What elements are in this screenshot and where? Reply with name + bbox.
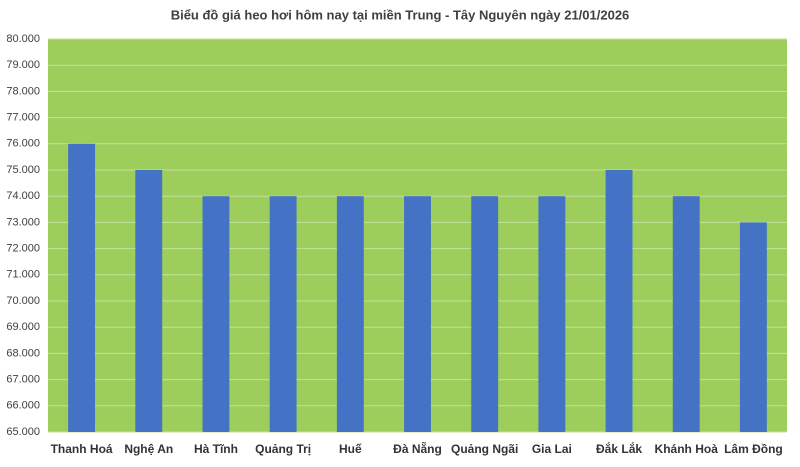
y-tick-label: 68.000 [6, 347, 40, 359]
y-tick-label: 65.000 [6, 426, 40, 438]
y-tick-label: 75.000 [6, 164, 40, 176]
x-tick-label: Nghệ An [124, 442, 173, 456]
bar [269, 196, 297, 432]
y-tick-label: 71.000 [6, 269, 40, 281]
bar [135, 170, 163, 432]
bar [68, 143, 96, 433]
y-tick-label: 72.000 [6, 243, 40, 255]
y-tick-label: 70.000 [6, 295, 40, 307]
bar [336, 196, 364, 432]
x-tick-label: Quảng Trị [255, 442, 311, 456]
x-tick-label: Đắk Lắk [596, 441, 642, 456]
x-tick-label: Huế [339, 442, 362, 456]
bar [471, 196, 499, 432]
bar [739, 222, 767, 432]
bar [605, 170, 633, 432]
y-tick-label: 78.000 [6, 85, 40, 97]
bar [672, 196, 700, 432]
x-tick-label: Lâm Đồng [724, 442, 783, 456]
y-tick-label: 69.000 [6, 321, 40, 333]
chart-title: Biểu đồ giá heo hơi hôm nay tại miền Tru… [171, 7, 630, 22]
x-tick-label: Hà Tĩnh [194, 442, 238, 456]
y-tick-label: 76.000 [6, 138, 40, 150]
y-tick-label: 66.000 [6, 400, 40, 412]
y-tick-label: 77.000 [6, 112, 40, 124]
x-tick-label: Khánh Hoà [655, 442, 719, 456]
bar [202, 196, 230, 432]
y-tick-label: 73.000 [6, 216, 40, 228]
x-tick-label: Thanh Hoá [51, 442, 113, 456]
y-tick-label: 80.000 [6, 33, 40, 45]
x-tick-label: Quảng Ngãi [451, 442, 518, 456]
y-tick-label: 79.000 [6, 59, 40, 71]
x-tick-label: Đà Nẵng [393, 441, 442, 456]
bar [404, 196, 431, 432]
bar [538, 196, 566, 432]
y-tick-label: 74.000 [6, 190, 40, 202]
y-tick-label: 67.000 [6, 374, 40, 386]
x-tick-label: Gia Lai [532, 442, 572, 456]
